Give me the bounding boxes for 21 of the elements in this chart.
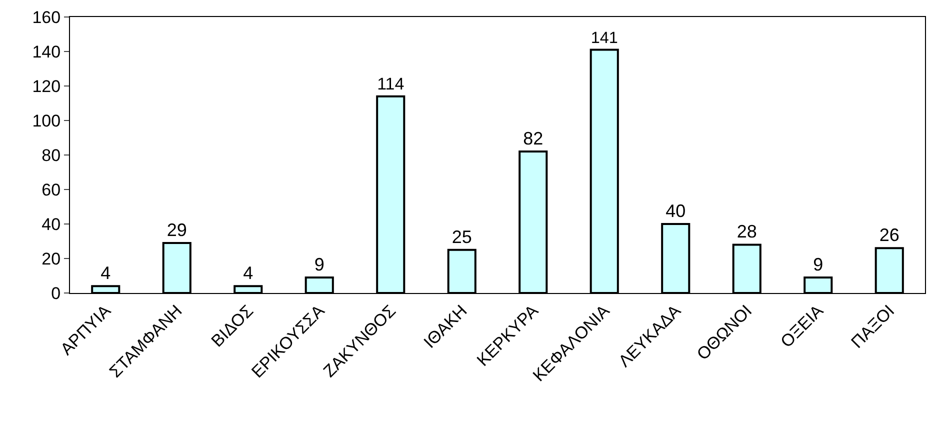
y-tick-label: 140 xyxy=(32,42,61,62)
y-tick-label: 60 xyxy=(42,180,61,200)
data-label: 4 xyxy=(100,263,111,284)
data-label: 26 xyxy=(879,225,900,246)
data-label: 141 xyxy=(590,29,618,48)
data-label: 40 xyxy=(666,201,686,221)
data-label: 25 xyxy=(452,226,472,247)
y-tick-label: 160 xyxy=(32,8,61,27)
y-tick-label: 20 xyxy=(42,249,61,268)
y-tick-label: 100 xyxy=(32,111,61,130)
data-label: 29 xyxy=(166,220,187,240)
data-label: 82 xyxy=(523,128,544,149)
data-label: 9 xyxy=(314,254,324,274)
y-tick-label: 40 xyxy=(42,214,61,234)
y-tick-label: 0 xyxy=(51,284,61,303)
data-label: 9 xyxy=(813,254,824,274)
data-label: 114 xyxy=(377,74,404,94)
y-tick-label: 120 xyxy=(32,76,61,96)
y-tick-label: 80 xyxy=(42,146,61,165)
data-label: 4 xyxy=(243,263,254,284)
data-label: 28 xyxy=(736,222,757,242)
